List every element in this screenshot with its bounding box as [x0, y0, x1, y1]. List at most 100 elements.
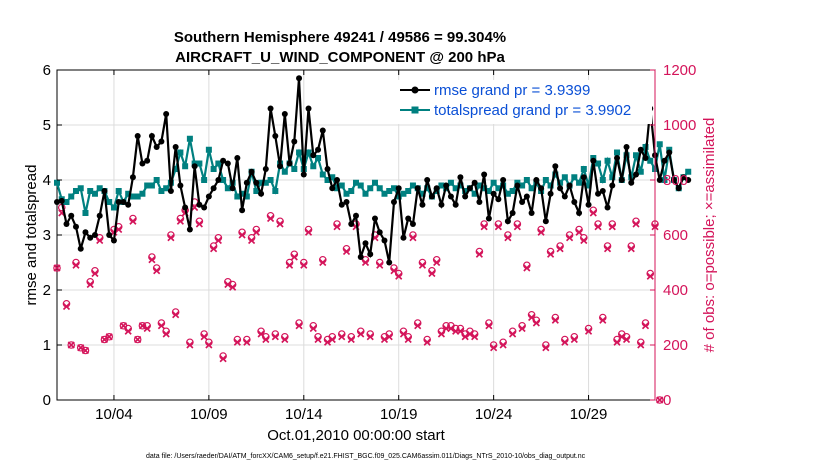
obs-assimilated-point: [333, 223, 341, 231]
totalspread-point: [576, 179, 583, 186]
totalspread-point: [163, 185, 170, 192]
rmse-point: [490, 190, 497, 197]
rmse-point: [324, 166, 331, 172]
rmse-point: [272, 133, 279, 139]
totalspread-point: [542, 177, 549, 183]
rmse-point: [362, 240, 369, 247]
totalspread-point: [281, 168, 288, 175]
y2-tick-label: 0: [663, 392, 671, 409]
totalspread-point: [139, 190, 146, 197]
totalspread-point: [210, 166, 217, 172]
totalspread-point: [457, 182, 464, 189]
obs-assimilated-point: [138, 322, 146, 330]
obs-assimilated-point: [632, 220, 640, 228]
obs-assimilated-point: [437, 330, 445, 338]
y-tick-label: 0: [43, 392, 51, 409]
obs-assimilated-point: [433, 258, 441, 267]
obs-assimilated-point: [485, 322, 493, 330]
rmse-point: [153, 144, 160, 150]
totalspread-point: [272, 188, 279, 194]
rmse-point: [409, 221, 416, 227]
rmse-point: [580, 174, 587, 181]
rmse-point: [500, 177, 507, 183]
totalspread-point: [485, 188, 492, 194]
totalspread-point: [54, 179, 60, 186]
obs-assimilated-point: [210, 245, 218, 253]
rmse-point: [281, 111, 288, 117]
obs-assimilated-point: [599, 316, 607, 324]
obs-assimilated-point: [323, 338, 332, 346]
chart-subtitle: AIRCRAFT_U_WIND_COMPONENT @ 200 hPa: [175, 49, 505, 66]
rmse-point: [557, 185, 564, 192]
obs-assimilated-point: [295, 322, 303, 330]
obs-assimilated-point: [271, 333, 279, 341]
totalspread-point: [253, 188, 260, 194]
totalspread-point: [334, 185, 341, 192]
obs-assimilated-point: [480, 223, 488, 231]
totalspread-point: [585, 182, 592, 189]
rmse-point: [628, 179, 635, 186]
totalspread-point: [633, 152, 640, 159]
obs-assimilated-point: [556, 245, 564, 253]
obs-assimilated-point: [414, 322, 422, 330]
obs-assimilated-point: [86, 280, 94, 289]
obs-assimilated-point: [105, 333, 113, 341]
totalspread-point: [571, 174, 578, 181]
obs-assimilated-point: [300, 261, 308, 269]
obs-assimilated-point: [200, 333, 208, 341]
obs-assimilated-point: [134, 335, 142, 344]
rmse-point: [447, 193, 454, 200]
rmse-point: [656, 177, 663, 183]
rmse-point: [319, 127, 326, 134]
x-axis-label: Oct.01,2010 00:00:00 start: [267, 427, 445, 444]
obs-assimilated-point: [504, 234, 512, 242]
obs-assimilated-point: [376, 261, 384, 269]
totalspread-point: [125, 190, 132, 197]
obs-assimilated-point: [238, 231, 246, 239]
rmse-point: [419, 201, 426, 208]
rmse-point: [542, 218, 549, 225]
obs-assimilated-point: [385, 333, 393, 341]
totalspread-point: [201, 177, 208, 183]
rmse-point: [661, 157, 668, 164]
y-axis-right: 0 200 400 600 800 1000 1200: [650, 62, 696, 409]
totalspread-point: [258, 179, 265, 186]
rmse-point: [220, 157, 227, 164]
obs-assimilated-point: [428, 269, 436, 278]
totalspread-point: [424, 185, 431, 192]
rmse-point: [191, 163, 198, 170]
rmse-point: [405, 215, 412, 222]
obs-assimilated-point: [129, 217, 137, 225]
obs-assimilated-point: [304, 228, 313, 236]
totalspread-point: [400, 190, 407, 197]
obs-assimilated-point: [494, 223, 502, 231]
totalspread-point: [580, 166, 587, 172]
rmse-point: [523, 193, 530, 200]
obs-assimilated-point: [447, 324, 455, 333]
totalspread-point: [614, 149, 621, 156]
obs-assimilated-point: [475, 250, 483, 258]
y2-tick-label: 1000: [663, 117, 696, 134]
totalspread-point: [338, 182, 345, 189]
totalspread-point: [647, 157, 654, 164]
obs-assimilated-point: [153, 267, 161, 275]
rmse-point: [390, 199, 397, 205]
obs-assimilated-point: [570, 335, 578, 344]
obs-assimilated-point: [248, 236, 256, 245]
y-tick-label: 6: [43, 62, 51, 79]
obs-assimilated-point: [77, 344, 85, 352]
obs-assimilated-point: [91, 269, 99, 278]
totalspread-point: [186, 135, 193, 142]
rmse-point: [82, 229, 89, 236]
rmse-point: [343, 199, 350, 205]
totalspread-point: [239, 190, 246, 197]
totalspread-point: [172, 166, 179, 172]
rmse-point: [106, 232, 113, 238]
rmse-point: [614, 155, 621, 161]
rmse-point: [509, 210, 516, 216]
totalspread-point: [315, 155, 322, 161]
rmse-point: [139, 160, 146, 167]
obs-assimilated-point: [285, 261, 294, 269]
y-tick-label: 4: [43, 172, 51, 189]
obs-possible-point: [133, 335, 142, 344]
